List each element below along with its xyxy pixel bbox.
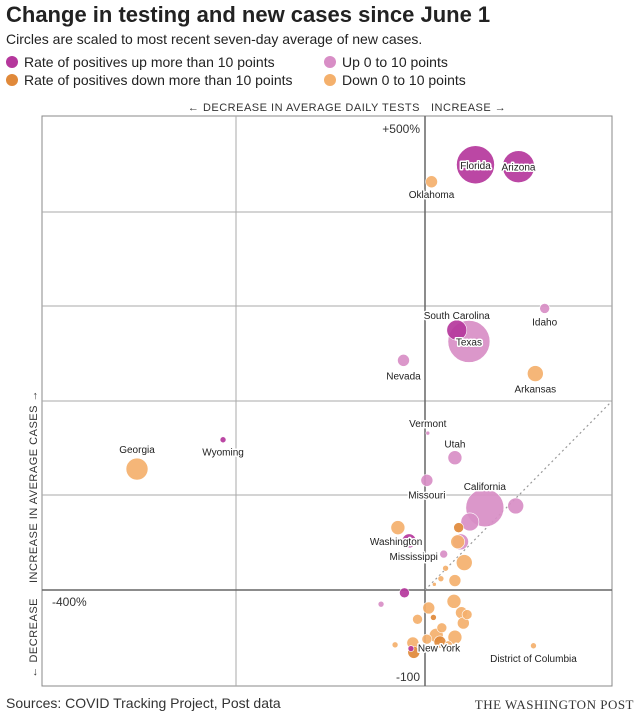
point [430,614,437,621]
label-vermont: Vermont [409,419,446,430]
legend-label-up-0-10: Up 0 to 10 points [342,54,448,70]
label-texas: Texas [456,337,482,348]
legend-swatch-down-more-10 [6,74,18,86]
label-mississippi: Mississippi [390,552,438,563]
x-axis-label-left: ← DECREASE IN AVERAGE DAILY TESTS [188,102,420,114]
legend-label-down-0-10: Down 0 to 10 points [342,72,466,88]
point-new-york [407,645,415,652]
point [444,640,453,650]
point-arizona [502,150,535,183]
point-nevada [397,354,410,367]
label-district-of-columbia: District of Columbia [490,654,577,665]
legend-label-up-more-10: Rate of positives up more than 10 points [24,54,275,70]
label-florida: Florida [460,161,491,172]
point [412,613,423,625]
source-note: Sources: COVID Tracking Project, Post da… [6,695,281,711]
y-max-label: +500% [382,122,420,136]
point-missouri [420,474,434,487]
point [448,574,462,587]
point [421,633,433,645]
point [507,497,524,515]
point [460,512,480,532]
point-vermont [425,430,431,436]
point [453,522,464,533]
label-washington: Washington [370,537,422,548]
label-arkansas: Arkansas [514,385,556,396]
legend-swatch-down-0-10 [324,74,336,86]
point-arkansas [527,365,544,382]
label-wyoming: Wyoming [202,448,244,459]
point-idaho [539,303,550,314]
legend-label-down-more-10: Rate of positives down more than 10 poin… [24,72,293,88]
label-nevada: Nevada [386,371,421,382]
point-washington [401,533,417,549]
legend-item-down-0-10: Down 0 to 10 points [324,72,466,88]
chart-subtitle: Circles are scaled to most recent seven-… [6,31,423,47]
point [447,629,463,645]
point [455,554,473,571]
legend-item-up-0-10: Up 0 to 10 points [324,54,448,70]
point [377,600,385,608]
point [391,641,399,649]
label-idaho: Idaho [532,317,557,328]
chart-title: Change in testing and new cases since Ju… [6,2,491,27]
point [436,622,448,634]
point-florida [456,145,495,185]
point [390,520,406,535]
y-min-label: -100 [396,670,420,684]
point [450,534,466,550]
label-arizona: Arizona [502,163,536,174]
legend-item-down-more-10: Rate of positives down more than 10 poin… [6,72,293,88]
point-georgia [125,457,149,481]
point-mississippi [439,549,449,559]
publisher-credit: THE WASHINGTON POST [474,697,634,712]
legend-swatch-up-more-10 [6,56,18,68]
point [461,609,473,620]
gridlines [42,116,612,686]
label-new-york: New York [418,644,461,655]
point [437,575,445,582]
point-district-of-columbia [530,642,537,650]
label-utah: Utah [444,440,465,451]
point [432,582,437,587]
label-missouri: Missouri [408,490,445,501]
point [422,601,436,615]
points-layer [125,145,550,659]
x-min-label: -400% [52,595,87,609]
point-oklahoma [425,175,438,189]
reference-line [424,400,613,591]
label-georgia: Georgia [119,445,155,456]
legend-swatch-up-0-10 [324,56,336,68]
label-california: California [464,482,507,493]
point [446,594,462,609]
point-utah [447,450,463,466]
y-axis-label-down: ← DECREASE [28,598,40,678]
label-oklahoma: Oklahoma [409,190,455,201]
point-south-carolina [446,319,468,341]
point [399,587,410,599]
labels-layer: Florida Arizona Oklahoma South Carolina Texa… [118,159,579,666]
point [442,564,449,572]
x-axis-label-right: INCREASE → [431,102,506,114]
label-south-carolina: South Carolina [424,311,491,322]
point-wyoming [219,436,227,444]
legend-item-up-more-10: Rate of positives up more than 10 points [6,54,275,70]
y-axis-label-up: INCREASE IN AVERAGE CASES → [28,390,40,583]
